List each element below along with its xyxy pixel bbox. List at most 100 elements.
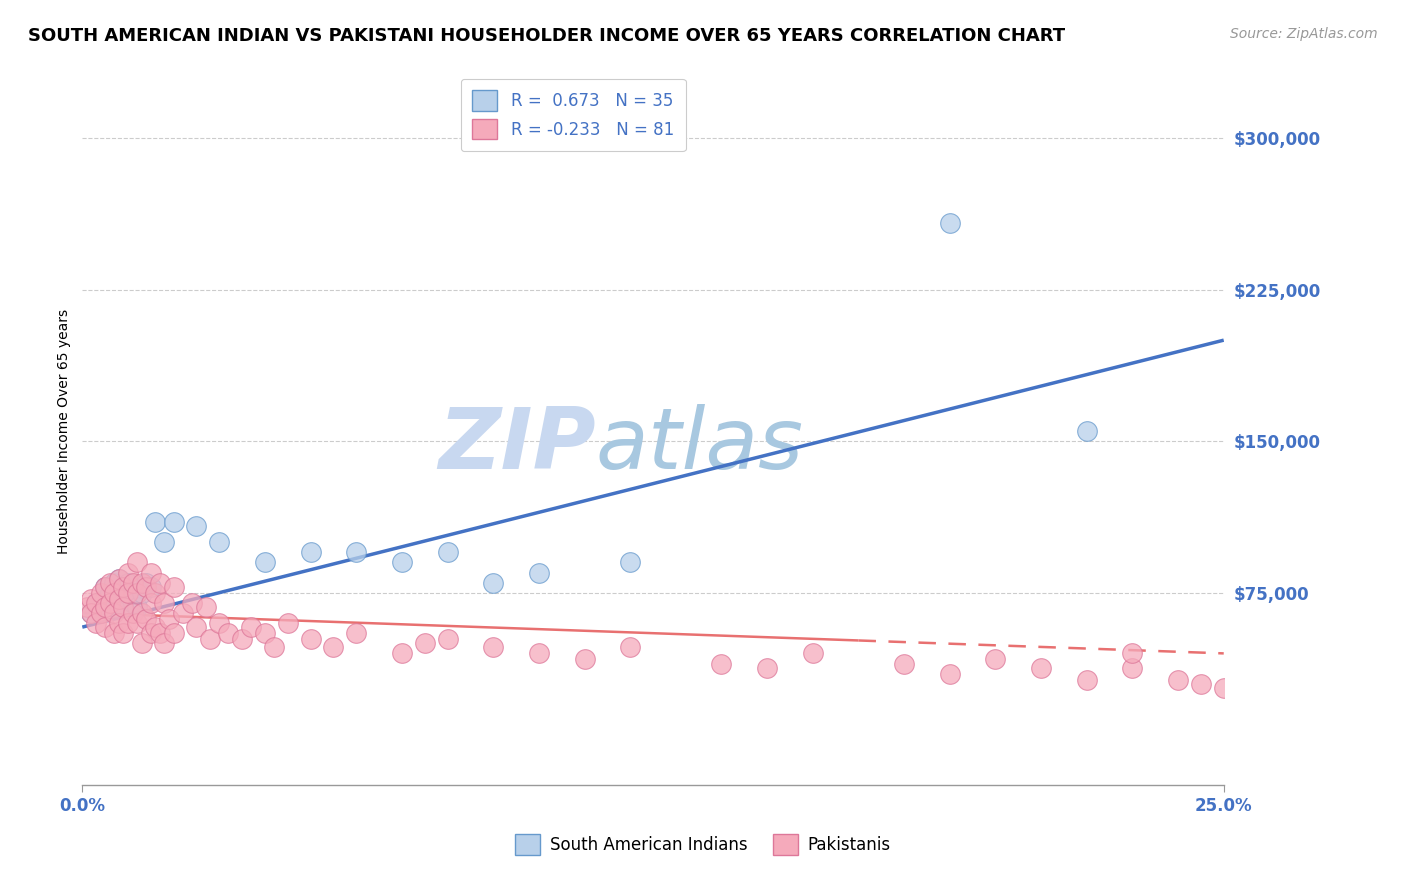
Point [94, 599, 117, 614]
Point [1121, 647, 1143, 661]
Point [84, 596, 107, 610]
Point [103, 606, 125, 620]
Point [131, 575, 153, 590]
Point [180, 596, 202, 610]
Point [121, 596, 143, 610]
Point [149, 626, 172, 640]
Point [131, 606, 153, 620]
Point [139, 626, 162, 640]
Point [103, 586, 125, 600]
Point [98, 575, 121, 590]
Point [94, 580, 117, 594]
Point [143, 620, 166, 634]
Point [112, 583, 135, 598]
Point [135, 575, 157, 590]
Point [1189, 676, 1212, 690]
Point [1121, 660, 1143, 674]
Point [149, 575, 172, 590]
Point [117, 586, 139, 600]
Y-axis label: Householder Income Over 65 years: Householder Income Over 65 years [58, 309, 72, 554]
Point [893, 657, 915, 671]
Point [117, 588, 139, 602]
Point [162, 515, 184, 529]
Point [135, 580, 157, 594]
Point [208, 616, 231, 631]
Point [240, 620, 263, 634]
Point [121, 586, 143, 600]
Point [172, 606, 194, 620]
Point [108, 616, 131, 631]
Point [117, 616, 139, 631]
Point [117, 566, 139, 580]
Point [939, 666, 962, 681]
Point [1076, 424, 1098, 438]
Point [143, 586, 166, 600]
Point [94, 580, 117, 594]
Point [108, 572, 131, 586]
Point [1212, 681, 1234, 695]
Legend: South American Indians, Pakistanis: South American Indians, Pakistanis [509, 828, 897, 862]
Point [186, 519, 208, 533]
Point [112, 580, 135, 594]
Point [121, 606, 143, 620]
Point [80, 606, 103, 620]
Point [482, 575, 505, 590]
Point [1167, 673, 1189, 687]
Point [277, 616, 299, 631]
Point [217, 626, 239, 640]
Point [322, 640, 344, 655]
Point [984, 652, 1007, 666]
Point [90, 606, 112, 620]
Point [90, 599, 112, 614]
Point [112, 598, 135, 612]
Point [157, 612, 180, 626]
Point [231, 632, 253, 647]
Point [125, 599, 148, 614]
Point [108, 572, 131, 586]
Point [194, 599, 217, 614]
Point [131, 586, 153, 600]
Point [574, 652, 596, 666]
Point [80, 591, 103, 606]
Point [84, 616, 107, 631]
Point [619, 640, 641, 655]
Point [117, 575, 139, 590]
Legend: R =  0.673   N = 35, R = -0.233   N = 81: R = 0.673 N = 35, R = -0.233 N = 81 [461, 78, 686, 151]
Point [344, 545, 367, 559]
Point [391, 556, 413, 570]
Point [253, 626, 276, 640]
Point [299, 545, 322, 559]
Text: atlas: atlas [596, 404, 804, 487]
Point [413, 636, 436, 650]
Point [801, 647, 824, 661]
Point [391, 647, 413, 661]
Point [143, 515, 166, 529]
Point [108, 590, 131, 604]
Point [1029, 660, 1052, 674]
Point [263, 640, 285, 655]
Point [619, 556, 641, 570]
Point [84, 596, 107, 610]
Point [527, 566, 550, 580]
Point [125, 616, 148, 631]
Point [299, 632, 322, 647]
Point [94, 591, 117, 606]
Point [90, 586, 112, 600]
Point [139, 580, 162, 594]
Point [125, 556, 148, 570]
Point [208, 535, 231, 549]
Point [94, 620, 117, 634]
Point [103, 626, 125, 640]
Point [103, 599, 125, 614]
Point [112, 626, 135, 640]
Point [121, 575, 143, 590]
Point [153, 636, 176, 650]
Point [108, 591, 131, 606]
Point [153, 596, 176, 610]
Point [125, 586, 148, 600]
Point [162, 580, 184, 594]
Point [710, 657, 733, 671]
Point [756, 660, 779, 674]
Point [153, 535, 176, 549]
Point [135, 612, 157, 626]
